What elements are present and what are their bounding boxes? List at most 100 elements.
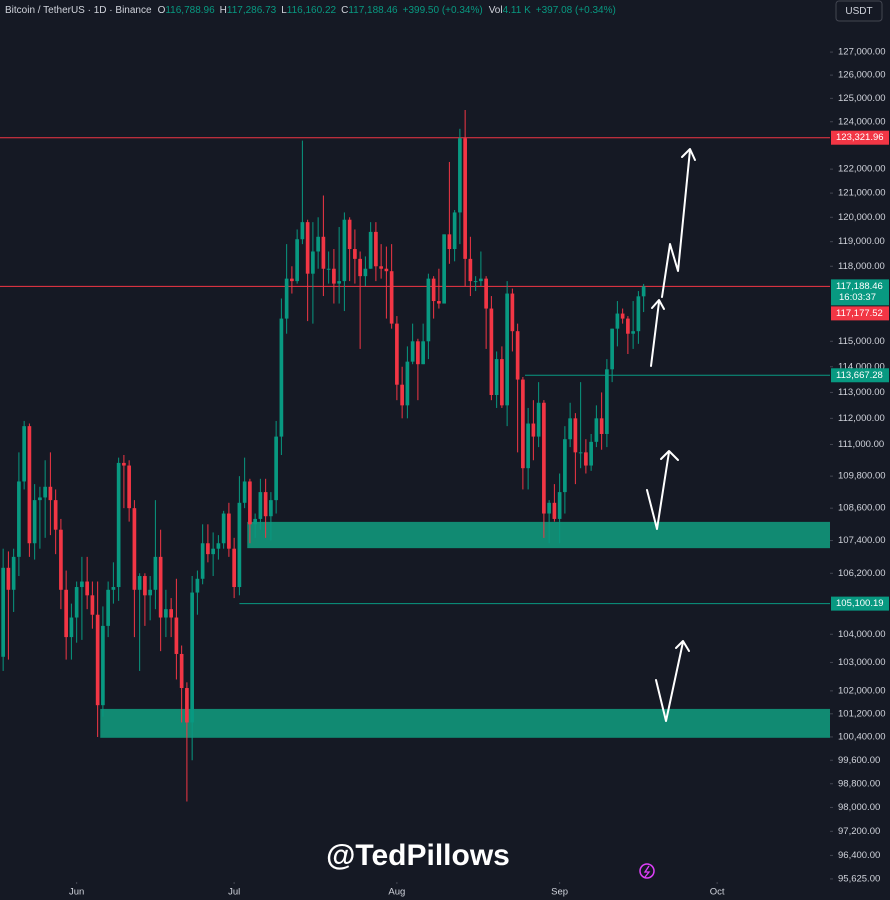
price-label-bg xyxy=(831,368,889,383)
ohlc-key: L xyxy=(281,5,287,16)
candle-body xyxy=(59,529,63,590)
candle-body xyxy=(368,231,373,269)
candle-body xyxy=(599,418,604,434)
currency[interactable]: USDT xyxy=(845,6,872,17)
candle-body xyxy=(174,617,179,654)
candle-body xyxy=(179,653,184,689)
candle-body xyxy=(636,296,641,332)
candle-body xyxy=(85,581,89,596)
candle-body xyxy=(132,508,137,590)
y-tick-label: 102,000.00 xyxy=(838,685,886,696)
candle-body xyxy=(479,278,483,282)
x-tick-label: Jun xyxy=(69,887,84,898)
candle-body xyxy=(421,341,425,365)
y-tick-label: 108,600.00 xyxy=(838,503,886,514)
arrow-head xyxy=(651,299,665,310)
candle-body xyxy=(316,236,320,252)
candle-body xyxy=(347,219,352,250)
candle-body xyxy=(641,286,646,297)
arrow xyxy=(655,641,684,722)
candle-body xyxy=(547,502,551,514)
candle-body xyxy=(594,418,599,442)
candle-body xyxy=(53,500,58,530)
candle-body xyxy=(515,331,520,380)
candle-body xyxy=(305,222,310,274)
candle-body xyxy=(463,138,467,259)
candle-body xyxy=(342,219,347,282)
candle-body xyxy=(101,625,105,706)
price-axis: 127,000.00 126,000.00 125,000.00 124,000.00… xyxy=(830,47,889,884)
candle-body xyxy=(64,589,68,638)
logo-bolt xyxy=(643,865,651,878)
candle-body xyxy=(484,278,488,309)
candle-body xyxy=(164,609,168,618)
price-label: 113,667.28 xyxy=(836,370,883,381)
candle-body xyxy=(494,359,499,396)
candle-body xyxy=(32,500,37,544)
candle-body xyxy=(200,543,205,579)
ohlc-value: 116,788.96 xyxy=(165,5,215,16)
symbol: Bitcoin / TetherUS · 1D · Binance xyxy=(5,5,152,16)
candle-body xyxy=(221,513,226,544)
y-tick-label: 97,200.00 xyxy=(838,826,880,837)
plot-area xyxy=(0,110,831,802)
candle-body xyxy=(269,500,273,517)
candle-body xyxy=(552,502,557,519)
candle-body xyxy=(521,379,525,469)
change: +399.50 (+0.34%) xyxy=(403,5,483,16)
y-tick-label: 107,400.00 xyxy=(838,535,886,546)
arrow-head xyxy=(681,148,696,161)
candle-body xyxy=(227,513,231,549)
y-tick-label: 127,000.00 xyxy=(838,47,886,58)
currency-button[interactable] xyxy=(835,0,883,22)
candle-body xyxy=(95,614,100,706)
candle-body xyxy=(27,426,32,544)
arrow-head xyxy=(660,450,679,461)
ohlc-key: O xyxy=(158,5,166,16)
candle-body xyxy=(626,318,630,334)
candle-body xyxy=(505,293,509,406)
candle-body xyxy=(148,589,152,596)
y-tick-label: 100,400.00 xyxy=(838,731,886,742)
candle-body xyxy=(206,543,210,555)
watermark: @TedPillows xyxy=(326,839,510,872)
candle-body xyxy=(195,578,200,593)
support-zone xyxy=(247,521,830,549)
x-tick-label: Oct xyxy=(710,887,725,898)
support-zone xyxy=(100,708,831,738)
candle-body xyxy=(337,281,341,284)
price-label: 123,321.96 xyxy=(836,132,884,143)
y-tick-label: 114,000.00 xyxy=(838,361,885,372)
candle-body xyxy=(458,138,462,213)
ohlc-key: H xyxy=(220,5,227,16)
candle-body xyxy=(631,331,635,334)
price-label-bg xyxy=(831,596,889,611)
y-tick-label: 126,000.00 xyxy=(838,70,886,81)
candle-body xyxy=(48,486,53,501)
price-label: 117,177.52 xyxy=(836,308,883,319)
y-tick-label: 115,000.00 xyxy=(838,336,885,347)
candle-body xyxy=(620,313,625,319)
candle-body xyxy=(169,609,173,618)
candle-body xyxy=(43,486,47,498)
candle-body xyxy=(22,426,26,482)
candle-body xyxy=(500,359,504,406)
candle-body xyxy=(536,402,541,437)
y-tick-label: 113,000.00 xyxy=(838,387,885,398)
candle-body xyxy=(321,236,326,269)
y-tick-label: 96,400.00 xyxy=(838,850,880,861)
y-tick-label: 125,000.00 xyxy=(838,93,886,104)
volume-key: Vol xyxy=(489,5,503,16)
ohlc-value: 117,286.73 xyxy=(227,5,277,16)
y-tick-label: 120,000.00 xyxy=(838,212,886,223)
candle-body xyxy=(185,688,189,723)
candle-body xyxy=(284,278,289,319)
candle-body xyxy=(405,361,410,406)
candle-body xyxy=(17,481,21,557)
candle-body xyxy=(11,556,16,590)
chart-header: Bitcoin / TetherUS · 1D · Binance O116,78… xyxy=(5,5,616,16)
drawn-arrows xyxy=(646,148,696,722)
candle-body xyxy=(426,278,431,342)
